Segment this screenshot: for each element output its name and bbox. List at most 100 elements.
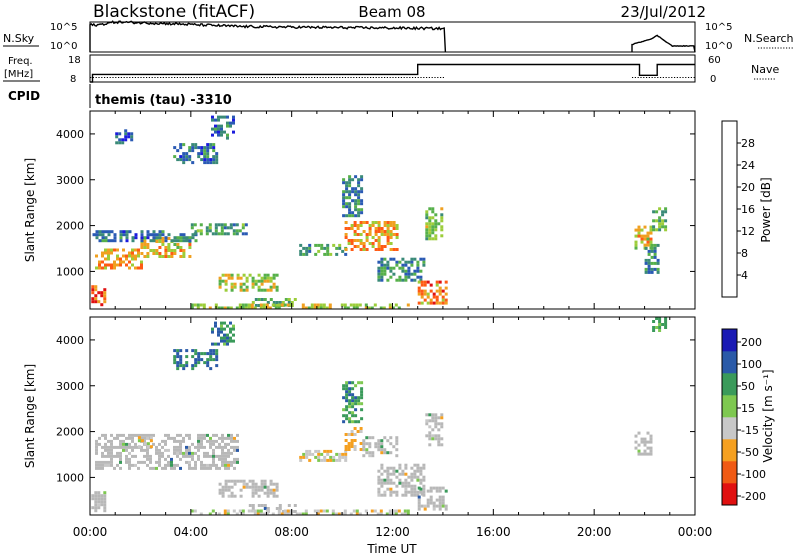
colorbar-tick-label: -50: [741, 446, 759, 459]
colorbar-tick-label: 15: [741, 402, 755, 415]
freq-trace: [90, 63, 695, 83]
velocity-colorbar: 200 100 50 15 -15 -50 -100 -200 Velocity [m s⁻¹…: [721, 328, 775, 506]
power-y-ticks: 1000 2000 3000 4000: [56, 128, 695, 278]
colorbar-tick-label: 24: [741, 159, 755, 172]
radar-title: Blackstone (fitACF): [93, 2, 255, 22]
power-colorbar: 28 24 20 16 12 8 4 Power [dB]: [721, 120, 773, 298]
velocity-region-4: [211, 321, 235, 346]
beam-label: Beam 08: [358, 3, 425, 21]
colorbar-tick-label: -200: [741, 490, 766, 503]
freq-unit: [MHz]: [4, 69, 33, 80]
velocity-ylabel: Slant Range [km]: [23, 364, 37, 468]
velocity-region-11: [342, 381, 364, 424]
nsky-top-tick: 10^5: [50, 22, 77, 33]
power-region-7: [211, 115, 235, 140]
velocity-region-2: [137, 436, 153, 449]
x-tick-label: 08:00: [274, 525, 309, 539]
velocity-region-16: [652, 317, 668, 332]
colorbar-swatch: [722, 439, 737, 462]
power-region-5: [115, 129, 134, 145]
freq-top-tick: 18: [68, 55, 81, 66]
velocity-region-0: [91, 491, 107, 513]
power-region-6: [173, 143, 219, 165]
colorbar-tick-label: 8: [741, 247, 748, 260]
nsearch-bottom-tick: 10^0: [705, 41, 732, 52]
y-tick-label: 2000: [56, 426, 84, 439]
velocity-region-10: [362, 436, 399, 458]
colorbar-tick-label: 12: [741, 225, 755, 238]
power-region-3: [92, 230, 198, 243]
power-x-ticks: [89, 111, 696, 309]
y-tick-label: 3000: [56, 174, 84, 187]
power-region-11: [299, 243, 348, 256]
power-region-19: [652, 207, 668, 232]
velocity-region-15: [634, 431, 653, 456]
colorbar-swatch: [722, 417, 737, 440]
power-region-13: [342, 175, 364, 218]
nsky-bottom-tick: 10^0: [50, 41, 77, 52]
nsky-trace: [89, 20, 447, 53]
nave-label: Nave: [751, 63, 779, 76]
velocity-region-13: [417, 486, 448, 511]
y-tick-label: 2000: [56, 220, 84, 233]
cpid-label: CPID: [8, 89, 40, 103]
velocity-region-7: [190, 509, 410, 516]
power-region-16: [425, 207, 444, 241]
power-region-15: [417, 280, 448, 305]
colorbar-tick-label: 200: [741, 336, 762, 349]
colorbar-swatch: [722, 351, 737, 374]
y-tick-label: 4000: [56, 334, 84, 347]
y-tick-label: 1000: [56, 471, 84, 484]
velocity-data: [91, 317, 668, 516]
colorbar-tick-label: 100: [741, 358, 762, 371]
power-data: [91, 115, 668, 310]
power-region-17: [634, 225, 653, 250]
nsky-panel: N.Sky 10^5 10^0 10^5 10^0 N.Search: [3, 20, 794, 53]
velocity-colorbar-label: Velocity [m s⁻¹]: [761, 369, 775, 462]
power-region-0: [91, 285, 107, 307]
nsky-label: N.Sky: [3, 32, 35, 45]
power-region-18: [644, 243, 660, 274]
velocity-x-ticks: [89, 317, 696, 515]
colorbar-tick-label: 28: [741, 137, 755, 150]
colorbar-swatch: [722, 483, 737, 506]
power-ylabel: Slant Range [km]: [23, 158, 37, 262]
nsearch-label: N.Search: [744, 32, 794, 45]
nsearch-trace: [631, 34, 696, 53]
x-tick-label: 00:00: [73, 525, 108, 539]
freq-label: Freq.: [8, 56, 33, 67]
colorbar-tick-label: 4: [741, 269, 748, 282]
nave-top-tick: 60: [708, 55, 721, 66]
velocity-region-12: [377, 463, 426, 497]
velocity-region-8: [299, 449, 348, 462]
x-axis-labels: 00:00 04:00 08:00 12:00 16:00 20:00 00:00: [73, 525, 713, 539]
power-region-1: [95, 248, 143, 270]
colorbar-tick-label: 50: [741, 380, 755, 393]
colorbar-tick-label: -100: [741, 468, 766, 481]
colorbar-swatch: [722, 395, 737, 418]
x-tick-label: 04:00: [174, 525, 209, 539]
nsearch-top-tick: 10^5: [705, 22, 732, 33]
y-tick-label: 1000: [56, 265, 84, 278]
power-panel: 1000 2000 3000 4000 Slant Range [km]: [23, 110, 696, 310]
date-label: 23/Jul/2012: [621, 3, 706, 21]
freq-panel: Freq. [MHz] 18 8 60 0 Nave: [3, 54, 779, 85]
velocity-region-9: [344, 427, 363, 451]
colorbar-tick-label: -15: [741, 424, 759, 437]
colorbar-tick-label: 16: [741, 203, 755, 216]
y-tick-label: 4000: [56, 128, 84, 141]
velocity-panel: 1000 2000 3000 4000 Slant Range [km]: [23, 316, 696, 516]
colorbar-tick-label: 20: [741, 181, 755, 194]
power-region-8: [218, 273, 279, 292]
freq-bottom-tick: 8: [70, 74, 76, 85]
colorbar-swatch: [722, 329, 737, 352]
x-tick-label: 12:00: [375, 525, 410, 539]
power-region-10: [190, 303, 410, 310]
x-tick-label: 00:00: [678, 525, 713, 539]
velocity-region-5: [218, 479, 279, 498]
velocity-region-14: [425, 413, 444, 447]
velocity-region-1: [95, 433, 239, 470]
velocity-region-3: [173, 349, 219, 371]
power-region-4: [190, 223, 248, 236]
